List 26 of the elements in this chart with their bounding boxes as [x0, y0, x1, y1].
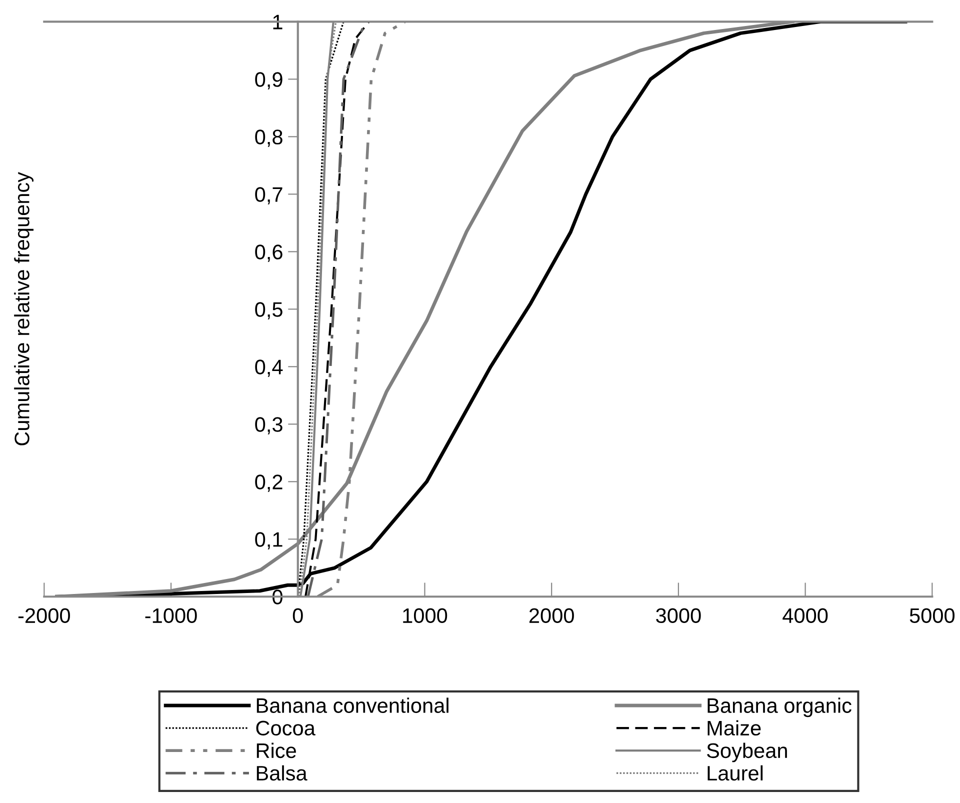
y-tick-label: 0,1: [255, 532, 282, 550]
x-tick-label: 4000: [782, 608, 828, 624]
y-tick-label: 0,2: [255, 474, 282, 492]
x-tick-label: 5000: [910, 608, 955, 624]
x-tick-label: 2000: [529, 608, 574, 624]
y-tick-label: 0,3: [255, 417, 282, 434]
x-tick-label: -1000: [145, 608, 197, 624]
legend-label: Banana organic: [708, 698, 852, 718]
legend-label: Laurel: [708, 765, 763, 781]
y-axis-title: Cumulative relative frequency: [14, 172, 34, 446]
y-tick-label: 0,9: [255, 72, 282, 90]
legend-label: Soybean: [706, 742, 787, 762]
y-tick-label: 0,6: [255, 244, 282, 262]
legend-label: Maize: [708, 720, 761, 736]
legend-label: Balsa: [256, 765, 308, 781]
y-tick-label: 0,8: [255, 130, 282, 147]
y-tick-label: 0,7: [255, 187, 282, 204]
x-tick-label: 1000: [403, 608, 448, 624]
x-tick-label: 0: [292, 608, 303, 624]
legend-label: Banana conventional: [256, 698, 448, 713]
x-tick-label: 3000: [656, 608, 701, 624]
y-tick-label: 0,4: [255, 360, 283, 377]
y-tick-label: 0,5: [255, 302, 282, 320]
x-tick-label: -2000: [18, 608, 70, 624]
legend-label: Rice: [256, 742, 296, 758]
legend-label: Cocoa: [256, 720, 316, 736]
